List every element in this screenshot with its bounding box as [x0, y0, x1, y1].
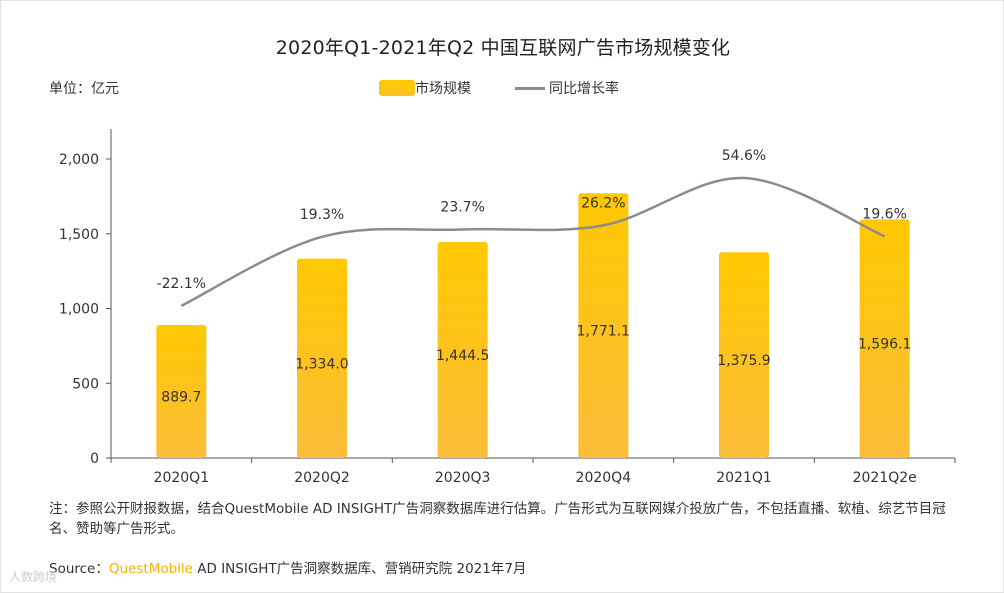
unit-label: 单位：亿元 — [49, 81, 119, 97]
legend-bar-swatch — [379, 80, 415, 96]
legend-bar-label: 市场规模 — [415, 81, 471, 97]
source-line: Source：QuestMobile AD INSIGHT广告洞察数据库、营销研… — [49, 557, 526, 577]
x-tick-label: 2020Q1 — [154, 470, 210, 486]
bar-2020Q1 — [156, 324, 207, 458]
bar-value-label: 1,444.5 — [436, 348, 489, 364]
watermark: 人数跨境 — [9, 570, 58, 584]
legend-item-bar: 市场规模 — [379, 78, 471, 98]
growth-rate-line — [180, 176, 886, 307]
footnote: 注：参照公开财报数据，结合QuestMobile AD INSIGHT广告洞察数… — [49, 501, 946, 537]
bar-value-label: 1,375.9 — [717, 353, 770, 369]
x-tick-label: 2020Q2 — [294, 470, 350, 486]
legend-line-label: 同比增长率 — [549, 81, 619, 97]
y-tick-label: 0 — [90, 451, 99, 467]
growth-rate-label: 19.6% — [862, 206, 906, 222]
bar-value-label: 889.7 — [161, 389, 201, 405]
bar-value-label: 1,334.0 — [295, 356, 348, 372]
growth-rate-label: 23.7% — [440, 200, 484, 216]
legend-line-swatch — [515, 86, 545, 90]
x-tick-label: 2021Q1 — [716, 470, 772, 486]
bar-2021Q1 — [719, 252, 769, 458]
growth-rate-label: 26.2% — [581, 195, 625, 211]
growth-rate-label: 19.3% — [300, 207, 344, 223]
x-tick-label: 2020Q3 — [435, 470, 491, 486]
bar-2021Q2e — [859, 219, 910, 458]
bar-value-label: 1,771.1 — [577, 324, 630, 340]
x-tick-label: 2020Q4 — [576, 470, 632, 486]
bar-2020Q3 — [437, 242, 488, 458]
bar-value-label: 1,596.1 — [858, 337, 911, 353]
bar-2020Q4 — [578, 193, 629, 458]
source-prefix: Source： — [49, 561, 109, 577]
y-tick-label: 1,000 — [59, 302, 99, 318]
legend-item-line: 同比增长率 — [515, 78, 619, 98]
bar-2020Q2 — [297, 258, 347, 458]
source-rest: AD INSIGHT广告洞察数据库、营销研究院 2021年7月 — [192, 561, 527, 577]
y-tick-label: 1,500 — [59, 227, 99, 243]
source-brand: QuestMobile — [108, 561, 193, 577]
y-tick-label: 2,000 — [59, 152, 99, 168]
growth-rate-label: -22.1% — [157, 276, 207, 292]
growth-rate-label: 54.6% — [722, 148, 766, 164]
x-tick-label: 2021Q2e — [853, 470, 917, 486]
y-tick-label: 500 — [72, 376, 99, 392]
chart-title: 2020年Q1-2021年Q2 中国互联网广告市场规模变化 — [275, 37, 731, 59]
